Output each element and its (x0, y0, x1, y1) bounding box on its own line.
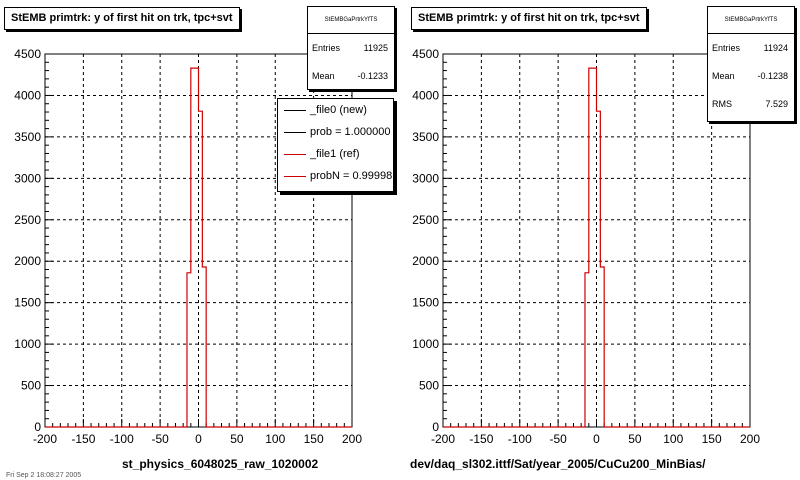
left-stats-entries: Entries 11925 (312, 43, 388, 53)
right-y-tick-label: 2500 (412, 213, 439, 227)
right-stats-box: StEMBGaPrtrkYfTS Entries 11924 Mean -0.1… (707, 6, 795, 122)
left-x-tick-label: -50 (151, 432, 169, 446)
left-x-tick-label: 50 (230, 432, 244, 446)
right-x-tick-label: 150 (702, 432, 722, 446)
right-x-tick-label: -100 (508, 432, 532, 446)
left-stats-entries-value: 11925 (363, 43, 388, 53)
right-stats-name: StEMBGaPrtrkYfTS (708, 7, 794, 34)
left-stats-name: StEMBGaPrtrkYfTS (308, 7, 394, 34)
legend-entry: prob = 1.000000 (278, 121, 393, 143)
left-y-tick-label: 0 (34, 420, 41, 434)
right-x-tick-label: -200 (431, 432, 455, 446)
right-x-tick-label: -50 (549, 432, 567, 446)
right-y-tick-label: 4000 (412, 88, 439, 102)
right-x-axis-label: dev/daq_sl302.ittf/Sat/year_2005/CuCu200… (410, 457, 706, 471)
left-stats-mean: Mean -0.1233 (312, 71, 388, 81)
left-y-tick-label: 2000 (14, 254, 41, 268)
left-stats-box: StEMBGaPrtrkYfTS Entries 11925 Mean -0.1… (307, 6, 395, 90)
legend-entry: _file0 (new) (278, 99, 393, 121)
right-x-tick-label: 0 (593, 432, 600, 446)
left-x-tick-label: -200 (33, 432, 57, 446)
left-x-tick-label: 0 (195, 432, 202, 446)
right-x-tick-label: -150 (469, 432, 493, 446)
left-x-tick-label: 150 (304, 432, 324, 446)
left-chart-plot: -200 -150 -100 -50 0 50 100 150 2000500100015002… (14, 47, 362, 446)
right-x-tick-label: 50 (628, 432, 642, 446)
right-y-tick-label: 2000 (412, 254, 439, 268)
right-x-tick-label: 100 (663, 432, 683, 446)
legend-entry: probN = 0.99998 (278, 165, 393, 187)
right-stats-mean: Mean -0.1238 (712, 71, 788, 81)
left-y-tick-label: 4500 (14, 47, 41, 61)
right-y-tick-label: 3000 (412, 171, 439, 185)
left-y-tick-label: 4000 (14, 88, 41, 102)
left-y-tick-label: 2500 (14, 213, 41, 227)
left-chart-title: StEMB primtrk: y of first hit on trk, tp… (4, 7, 240, 30)
right-y-tick-label: 1000 (412, 337, 439, 351)
timestamp: Fri Sep 2 18:08:27 2005 (6, 472, 82, 479)
left-stats-mean-value: -0.1233 (357, 71, 388, 81)
left-y-tick-label: 1000 (14, 337, 41, 351)
left-x-tick-label: 100 (265, 432, 285, 446)
right-histogram-bin (593, 68, 597, 427)
left-legend: _file0 (new) prob = 1.000000 _file1 (ref… (277, 98, 394, 192)
left-x-tick-label: -150 (71, 432, 95, 446)
right-chart-title: StEMB primtrk: y of first hit on trk, tp… (411, 7, 647, 30)
left-y-tick-label: 3500 (14, 130, 41, 144)
right-stats-rms: RMS 7.529 (712, 99, 788, 109)
left-histogram-series (45, 67, 352, 428)
right-stats-entries: Entries 11924 (712, 43, 788, 53)
right-y-tick-label: 1500 (412, 296, 439, 310)
right-stats-rms-value: 7.529 (765, 99, 788, 109)
right-y-tick-label: 0 (432, 420, 439, 434)
left-y-tick-label: 500 (21, 379, 41, 393)
left-y-tick-label: 3000 (14, 171, 41, 185)
right-stats-mean-value: -0.1238 (757, 71, 788, 81)
left-x-axis-label: st_physics_6048025_raw_1020002 (122, 457, 319, 471)
right-histogram-series (443, 67, 750, 428)
right-y-tick-label: 500 (419, 379, 439, 393)
legend-entry: _file1 (ref) (278, 143, 393, 165)
right-x-tick-label: 200 (740, 432, 760, 446)
right-y-tick-label: 4500 (412, 47, 439, 61)
left-x-tick-label: -100 (110, 432, 134, 446)
right-y-tick-label: 3500 (412, 130, 439, 144)
right-stats-entries-value: 11924 (763, 43, 788, 53)
left-y-tick-label: 1500 (14, 296, 41, 310)
left-x-tick-label: 200 (342, 432, 362, 446)
